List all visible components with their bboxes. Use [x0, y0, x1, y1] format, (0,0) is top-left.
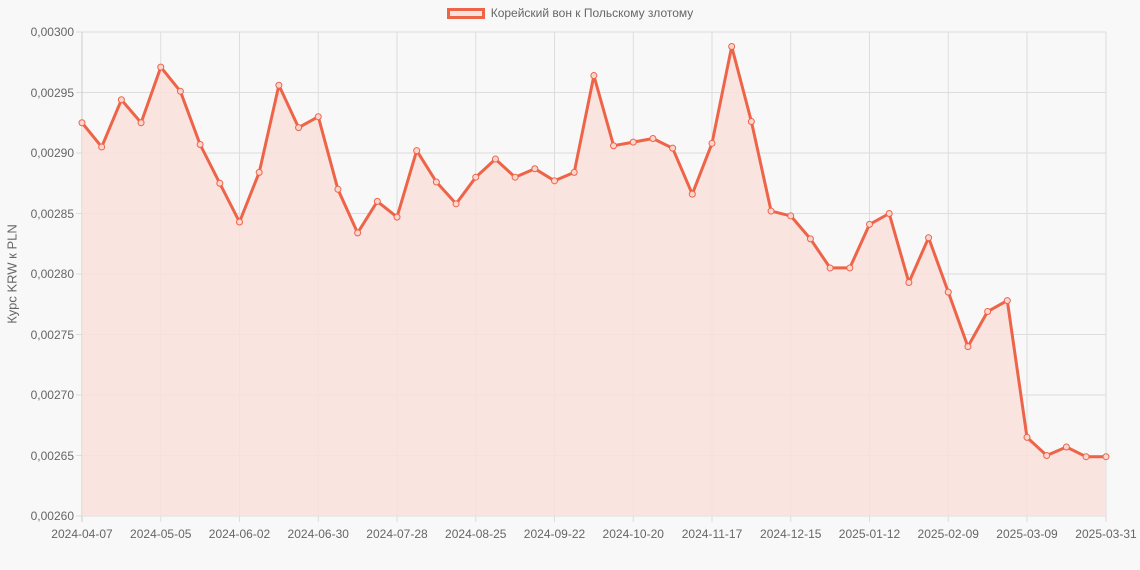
x-tick-label: 2024-11-17 — [681, 527, 743, 541]
data-point[interactable] — [176, 87, 184, 95]
y-axis-label: Курс KRW к PLN — [4, 224, 20, 324]
data-point[interactable] — [275, 81, 283, 89]
data-point[interactable] — [236, 218, 243, 226]
legend-swatch — [446, 7, 485, 19]
data-point[interactable] — [964, 343, 972, 351]
data-point[interactable] — [669, 144, 677, 152]
data-point[interactable] — [295, 124, 303, 132]
data-point[interactable] — [98, 143, 106, 151]
data-point[interactable] — [531, 165, 539, 173]
data-point[interactable] — [393, 213, 401, 221]
data-point[interactable] — [255, 168, 263, 176]
x-tick-label: 2024-10-20 — [602, 527, 664, 541]
data-point[interactable] — [432, 178, 440, 186]
data-point[interactable] — [472, 173, 480, 181]
data-point[interactable] — [688, 190, 696, 198]
y-tick-label: 0,00275 — [30, 327, 74, 342]
x-tick-label: 2024-04-07 — [51, 527, 113, 541]
data-point[interactable] — [708, 139, 716, 147]
data-point[interactable] — [1023, 433, 1031, 441]
x-tick-label: 2024-12-15 — [760, 527, 822, 541]
x-tick-label: 2025-03-09 — [996, 527, 1058, 541]
data-point[interactable] — [944, 288, 952, 296]
x-tick-label: 2025-01-12 — [838, 527, 901, 541]
x-tick-label: 2024-09-22 — [523, 527, 586, 541]
y-tick-label: 0,00290 — [30, 146, 74, 160]
data-point[interactable] — [570, 168, 578, 176]
y-tick-label: 0,00285 — [30, 206, 74, 221]
data-point[interactable] — [373, 197, 381, 205]
data-point[interactable] — [728, 43, 736, 51]
data-point[interactable] — [78, 119, 86, 127]
y-tick-label: 0,00260 — [30, 509, 74, 523]
data-point[interactable] — [826, 264, 834, 272]
data-point[interactable] — [787, 212, 795, 220]
data-point[interactable] — [610, 142, 618, 150]
data-point[interactable] — [629, 138, 637, 146]
data-point[interactable] — [747, 118, 755, 126]
data-point[interactable] — [491, 155, 499, 163]
x-tick-label: 2024-07-28 — [366, 527, 428, 541]
data-point[interactable] — [196, 141, 204, 149]
legend-label: Корейский вон к Польскому злотому — [490, 6, 694, 20]
y-tick-label: 0,00265 — [30, 448, 74, 463]
data-point[interactable] — [866, 220, 873, 228]
data-point[interactable] — [984, 308, 992, 316]
data-point[interactable] — [590, 72, 598, 80]
data-point[interactable] — [117, 96, 125, 104]
data-point[interactable] — [1062, 443, 1070, 451]
data-point[interactable] — [1102, 453, 1110, 461]
data-point[interactable] — [452, 200, 460, 208]
x-tick-label: 2024-06-02 — [208, 527, 271, 541]
data-point[interactable] — [216, 179, 224, 187]
data-point[interactable] — [649, 134, 657, 142]
data-point[interactable] — [157, 63, 165, 71]
data-point[interactable] — [354, 229, 362, 237]
data-point[interactable] — [925, 234, 933, 242]
legend[interactable]: Корейский вон к Польскому злотому — [0, 6, 1140, 20]
data-point[interactable] — [905, 278, 913, 286]
data-point[interactable] — [551, 177, 558, 185]
x-tick-label: 2024-05-05 — [130, 527, 192, 541]
data-point[interactable] — [885, 210, 893, 217]
x-tick-label: 2025-02-09 — [917, 527, 979, 541]
y-tick-label: 0,00295 — [30, 85, 74, 100]
y-tick-label: 0,00280 — [30, 267, 74, 281]
y-tick-label: 0,00270 — [30, 388, 74, 402]
data-point[interactable] — [137, 119, 145, 127]
x-tick-label: 2025-03-31 — [1075, 527, 1137, 541]
data-point[interactable] — [846, 264, 854, 272]
data-point[interactable] — [1003, 297, 1011, 305]
y-tick-label: 0,00300 — [30, 25, 74, 39]
x-tick-label: 2024-08-25 — [445, 527, 507, 541]
data-point[interactable] — [767, 207, 775, 215]
data-points — [78, 43, 1110, 461]
data-point[interactable] — [314, 113, 322, 121]
data-point[interactable] — [334, 185, 342, 193]
data-point[interactable] — [413, 147, 421, 155]
data-point[interactable] — [511, 173, 519, 181]
data-point[interactable] — [1043, 452, 1051, 459]
data-point[interactable] — [806, 235, 814, 243]
data-point[interactable] — [1082, 453, 1090, 461]
area-fill — [82, 46, 1106, 516]
x-tick-label: 2024-06-30 — [287, 527, 349, 541]
